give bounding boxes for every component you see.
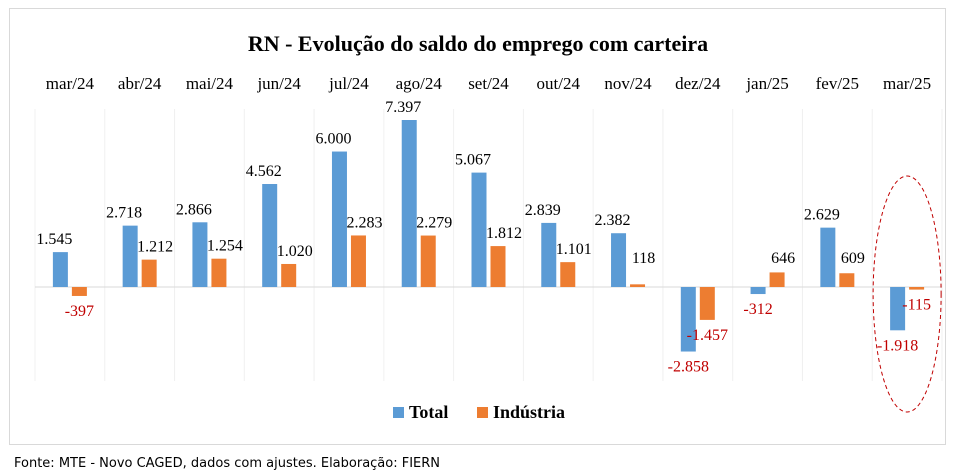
data-label-total-set-24: 5.067 <box>455 152 491 169</box>
bar-ind-stria-jul-24 <box>350 235 366 287</box>
bar-ind-stria-dez-24 <box>699 287 715 320</box>
data-label-total-jul-24: 6.000 <box>315 131 351 148</box>
data-label-ind-stria-jun-24: 1.020 <box>277 243 313 260</box>
data-label-ind-stria-dez-24: -1.457 <box>687 327 728 344</box>
chart-title: RN - Evolução do saldo do emprego com ca… <box>248 31 708 56</box>
data-label-total-out-24: 2.839 <box>525 202 561 219</box>
legend-swatch-ind-stria <box>477 407 488 418</box>
data-label-ind-stria-set-24: 1.812 <box>486 225 522 242</box>
data-label-ind-stria-jul-24: 2.283 <box>346 214 382 231</box>
data-label-ind-stria-nov-24: 118 <box>632 250 655 267</box>
chart-frame: RN - Evolução do saldo do emprego com ca… <box>9 8 946 445</box>
category-label-jun-24: jun/24 <box>256 74 301 93</box>
bar-total-fev-25 <box>820 227 836 287</box>
chart-svg: RN - Evolução do saldo do emprego com ca… <box>34 31 943 422</box>
data-label-ind-stria-jan-25: 646 <box>771 250 795 267</box>
bar-ind-stria-mar-25 <box>909 287 925 290</box>
data-label-ind-stria-mai-24: 1.254 <box>207 238 243 255</box>
category-label-out-24: out/24 <box>537 74 581 93</box>
bar-total-ago-24 <box>401 120 417 287</box>
data-label-total-fev-25: 2.629 <box>804 207 840 224</box>
data-label-ind-stria-mar-24: -397 <box>65 303 94 320</box>
bar-total-mai-24 <box>192 222 208 287</box>
bar-total-nov-24 <box>611 233 627 287</box>
category-label-mar-25: mar/25 <box>883 74 931 93</box>
highlight-ellipse <box>872 175 942 413</box>
bar-total-out-24 <box>541 222 557 287</box>
data-label-total-mar-25: -1.918 <box>877 337 918 354</box>
legend-label-total: Total <box>409 402 448 422</box>
category-label-set-24: set/24 <box>468 74 509 93</box>
data-label-ind-stria-abr-24: 1.212 <box>137 239 173 256</box>
bar-ind-stria-abr-24 <box>141 259 157 287</box>
data-label-total-dez-24: -2.858 <box>668 359 709 376</box>
bar-total-jun-24 <box>262 184 278 287</box>
bar-ind-stria-mar-24 <box>71 287 87 296</box>
bar-ind-stria-ago-24 <box>420 235 436 287</box>
bar-ind-stria-mai-24 <box>211 258 227 287</box>
bar-ind-stria-out-24 <box>560 262 576 287</box>
bar-total-set-24 <box>471 172 487 287</box>
category-label-mai-24: mai/24 <box>186 74 234 93</box>
bar-ind-stria-nov-24 <box>630 284 646 287</box>
data-label-ind-stria-mar-25: -115 <box>902 297 931 314</box>
category-label-jul-24: jul/24 <box>328 74 369 93</box>
legend-swatch-total <box>393 407 404 418</box>
source-note: Fonte: MTE - Novo CAGED, dados com ajust… <box>14 456 441 471</box>
bar-ind-stria-set-24 <box>490 246 506 287</box>
category-label-mar-24: mar/24 <box>46 74 95 93</box>
bar-ind-stria-jan-25 <box>769 272 785 287</box>
bar-total-abr-24 <box>122 225 138 287</box>
category-label-dez-24: dez/24 <box>675 74 721 93</box>
bar-ind-stria-jun-24 <box>281 263 297 287</box>
category-label-fev-25: fev/25 <box>816 74 859 93</box>
bar-ind-stria-fev-25 <box>839 273 855 287</box>
data-label-total-jun-24: 4.562 <box>246 163 282 180</box>
category-label-ago-24: ago/24 <box>396 74 443 93</box>
data-label-total-jan-25: -312 <box>743 301 772 318</box>
bar-total-jul-24 <box>331 151 347 287</box>
data-label-ind-stria-ago-24: 2.279 <box>416 215 452 232</box>
bar-total-dez-24 <box>680 287 696 352</box>
legend-label-ind-stria: Indústria <box>493 402 565 422</box>
data-label-ind-stria-out-24: 1.101 <box>556 241 592 258</box>
data-label-total-mar-24: 1.545 <box>36 231 72 248</box>
data-label-total-abr-24: 2.718 <box>106 205 142 222</box>
bar-total-mar-24 <box>52 252 68 287</box>
data-label-ind-stria-fev-25: 609 <box>841 250 865 267</box>
category-label-nov-24: nov/24 <box>604 74 652 93</box>
data-label-total-nov-24: 2.382 <box>595 212 631 229</box>
category-label-abr-24: abr/24 <box>118 74 162 93</box>
category-label-jan-25: jan/25 <box>745 74 789 93</box>
data-label-total-ago-24: 7.397 <box>385 99 421 116</box>
bar-total-jan-25 <box>750 287 766 295</box>
bar-total-mar-25 <box>890 287 906 331</box>
data-label-total-mai-24: 2.866 <box>176 201 212 218</box>
